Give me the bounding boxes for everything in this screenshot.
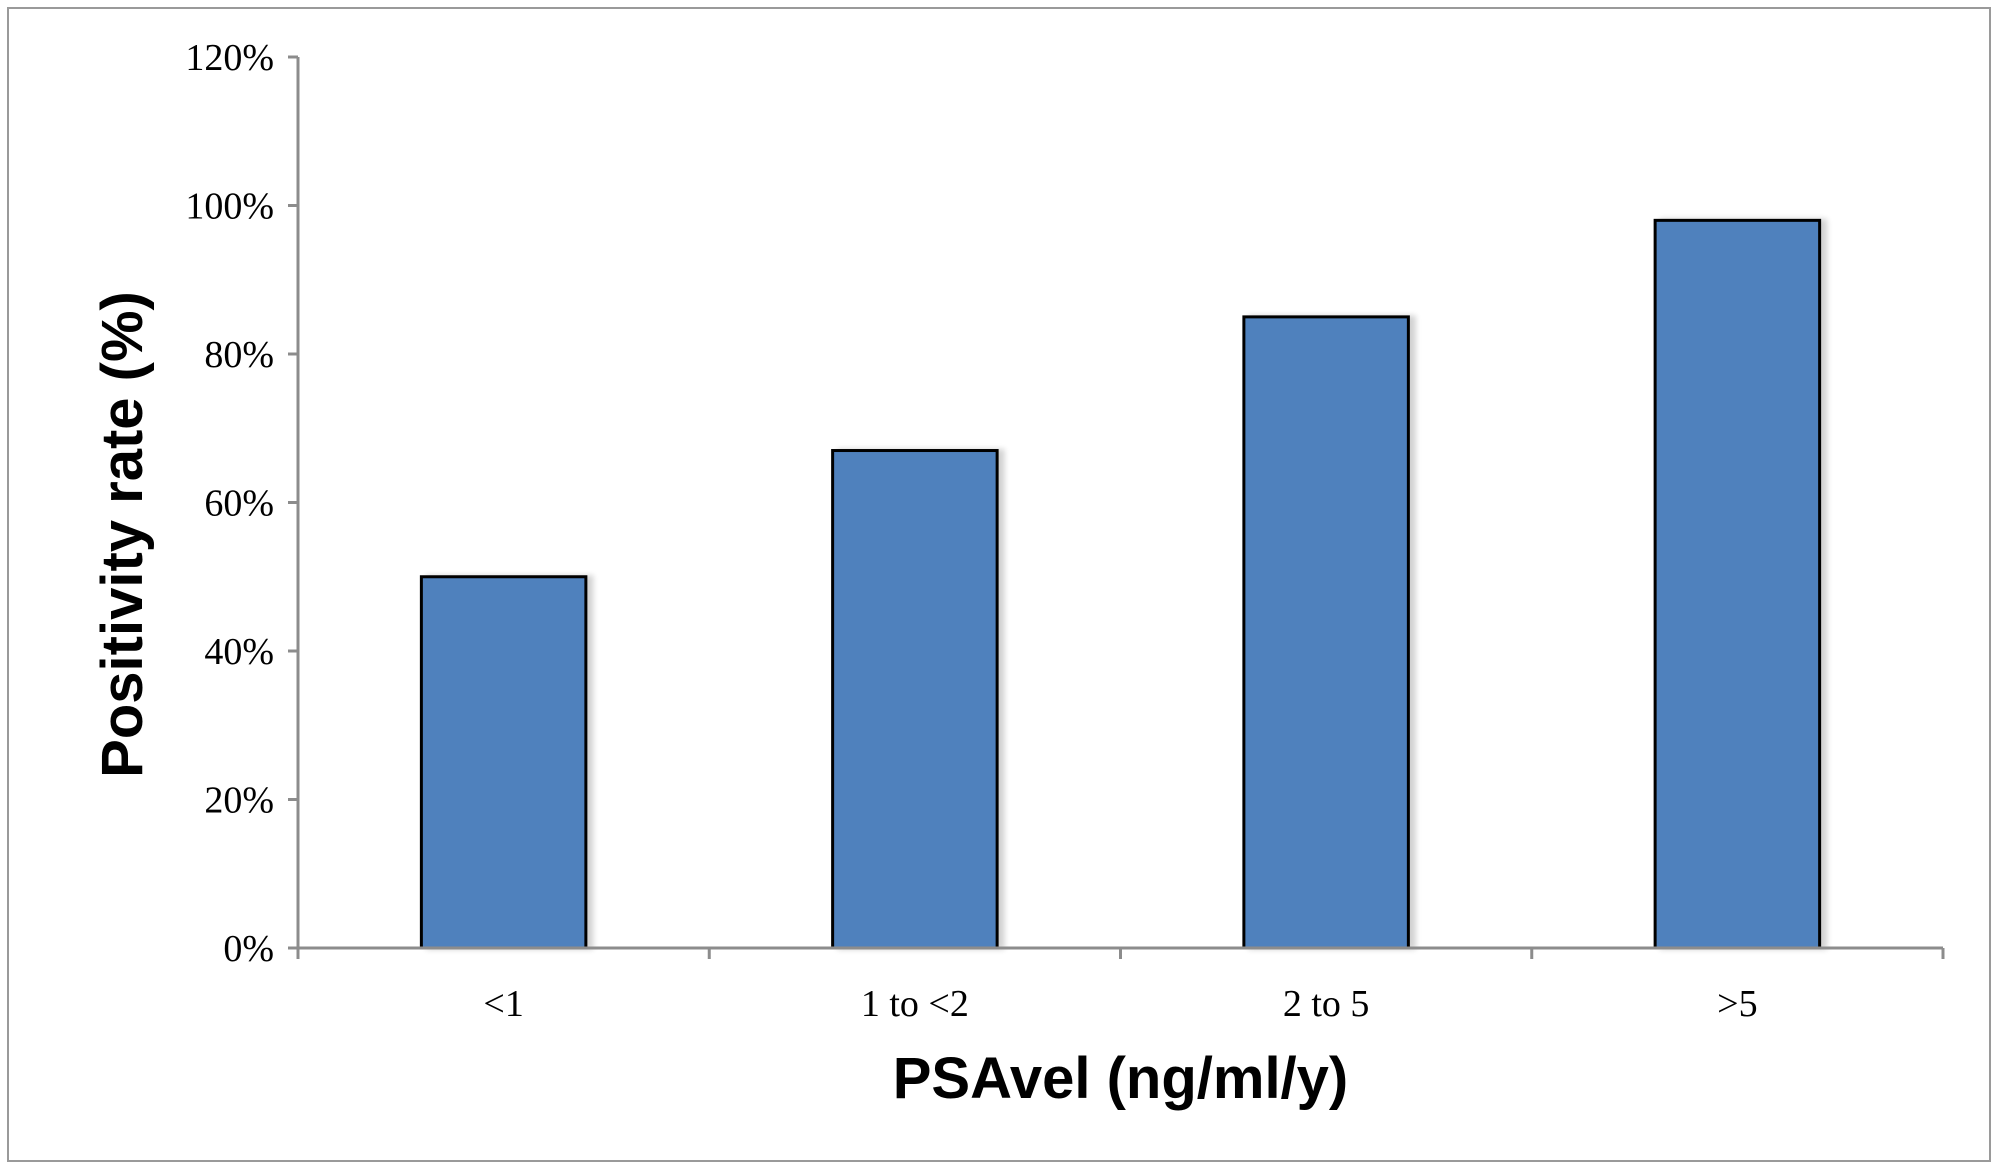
y-tick-label: 40%	[204, 631, 274, 673]
x-tick-label: 2 to 5	[1283, 983, 1370, 1025]
y-axis-ticks: 0% 20% 40% 60% 80% 100% 120%	[185, 37, 298, 970]
y-tick-label: 120%	[185, 37, 274, 79]
bar	[1242, 315, 1410, 950]
y-tick-label: 20%	[204, 780, 274, 822]
bar	[1653, 218, 1822, 950]
bars	[419, 218, 1822, 950]
x-tick-label: >5	[1717, 983, 1757, 1025]
x-axis-title: PSAvel (ng/ml/y)	[893, 1046, 1349, 1111]
y-tick-label: 60%	[204, 483, 274, 525]
x-tick-label: 1 to <2	[861, 983, 969, 1025]
x-axis-ticks: <1 1 to <2 2 to 5 >5	[296, 948, 1945, 1025]
y-tick-label: 100%	[185, 186, 274, 228]
bar	[831, 449, 999, 950]
x-tick-label: <1	[483, 983, 523, 1025]
bar	[419, 575, 588, 950]
y-tick-label: 0%	[223, 928, 274, 970]
y-tick-label: 80%	[204, 334, 274, 376]
y-axis-title: Positivity rate (%)	[90, 291, 155, 778]
